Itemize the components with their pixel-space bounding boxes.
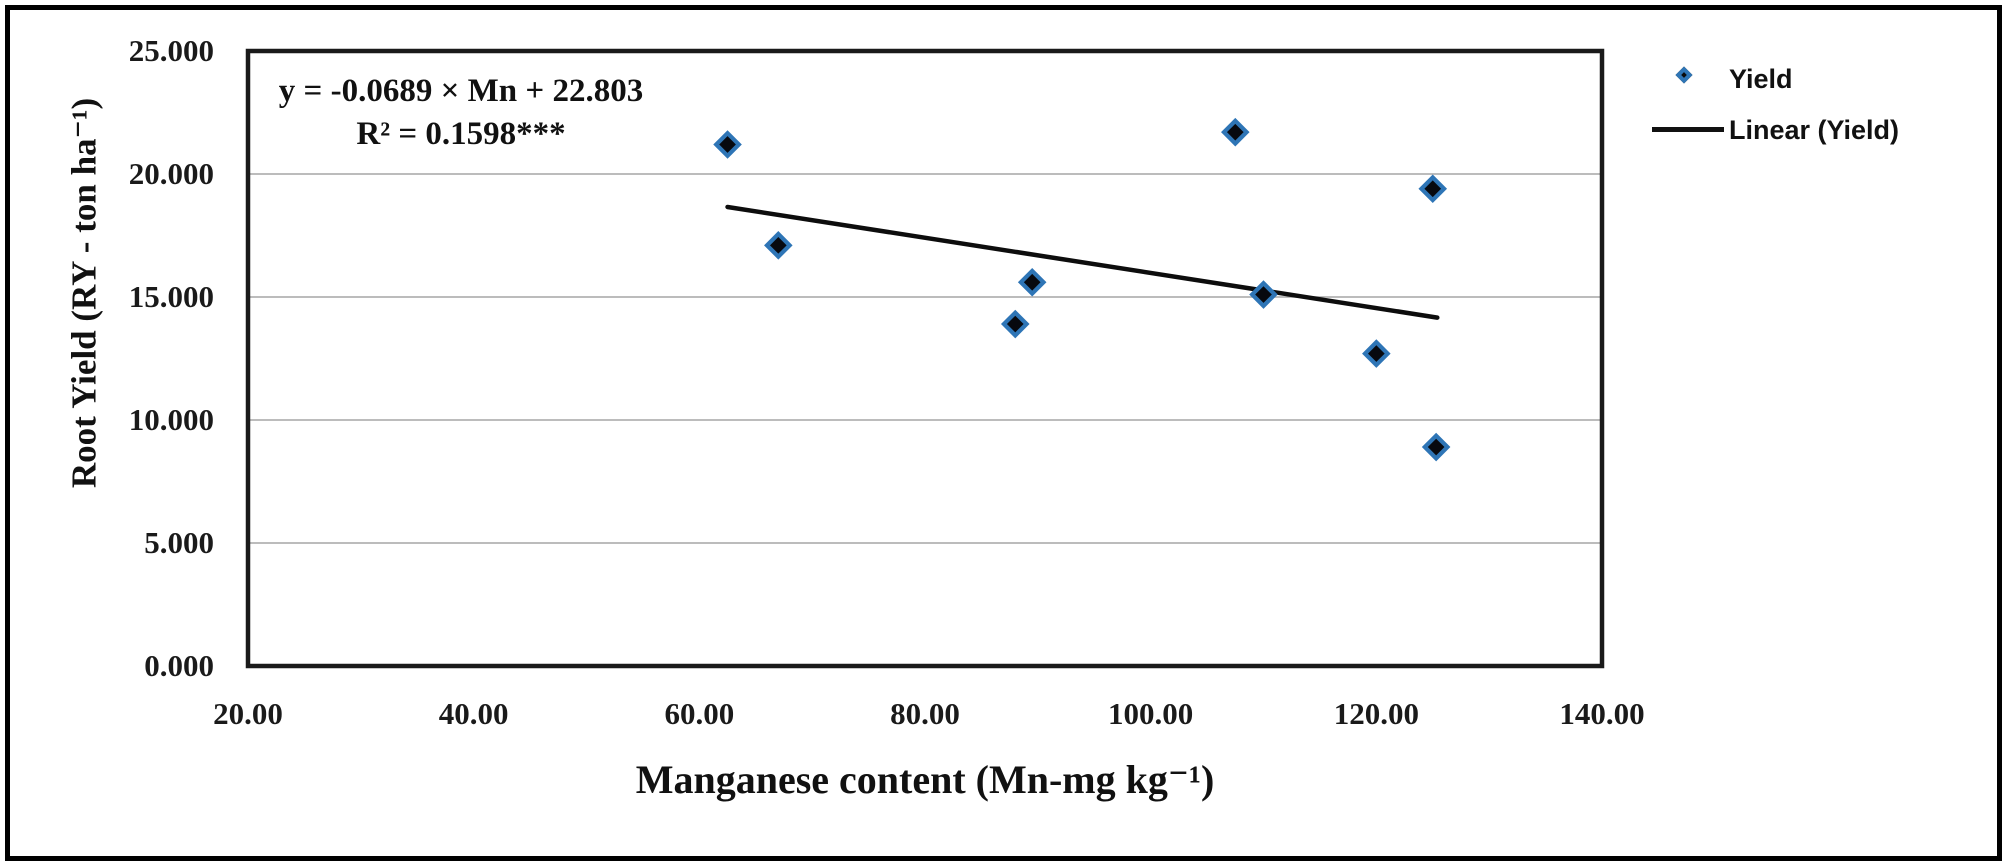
y-tick-label: 15.000 [128, 279, 214, 314]
x-tick-label: 20.00 [213, 696, 283, 731]
data-point[interactable] [1421, 432, 1451, 462]
data-point[interactable] [1249, 280, 1278, 309]
data-point[interactable] [1221, 117, 1250, 147]
regression-equation: y = -0.0689 × Mn + 22.803 [278, 73, 644, 109]
data-point[interactable] [1017, 267, 1047, 297]
x-tick-label: 140.00 [1559, 696, 1645, 731]
y-tick-label: 5.000 [144, 525, 214, 560]
regression-annotation: y = -0.0689 × Mn + 22.803 R² = 0.1598*** [263, 70, 659, 156]
data-point[interactable] [1418, 174, 1448, 204]
data-point[interactable] [764, 231, 793, 260]
x-tick-label: 80.00 [890, 696, 960, 731]
linear-line-marker-icon [1652, 127, 1724, 132]
regression-r-squared: R² = 0.1598*** [356, 116, 566, 152]
data-point[interactable] [713, 130, 742, 159]
y-tick-label: 10.000 [128, 402, 214, 437]
data-point[interactable] [1000, 309, 1030, 339]
y-axis-title: Root Yield (RY - ton ha⁻¹) [64, 97, 104, 489]
x-axis-title: Manganese content (Mn-mg kg⁻¹) [635, 757, 1215, 802]
legend-item-linear-yield[interactable]: Linear (Yield) [1729, 115, 1900, 145]
y-tick-label: 25.000 [128, 33, 214, 68]
y-tick-label: 20.000 [128, 156, 214, 191]
x-tick-label: 100.00 [1108, 696, 1194, 731]
x-tick-label: 40.00 [438, 696, 509, 731]
x-tick-label: 60.00 [664, 696, 735, 731]
figure-border [5, 5, 2002, 861]
plot-frame [245, 48, 1605, 669]
legend-item-yield[interactable]: Yield [1729, 64, 1793, 94]
x-tick-label: 120.00 [1333, 696, 1419, 731]
trend-line[interactable] [725, 204, 1440, 320]
y-tick-label: 0.000 [144, 648, 214, 683]
data-point[interactable] [1362, 339, 1391, 368]
